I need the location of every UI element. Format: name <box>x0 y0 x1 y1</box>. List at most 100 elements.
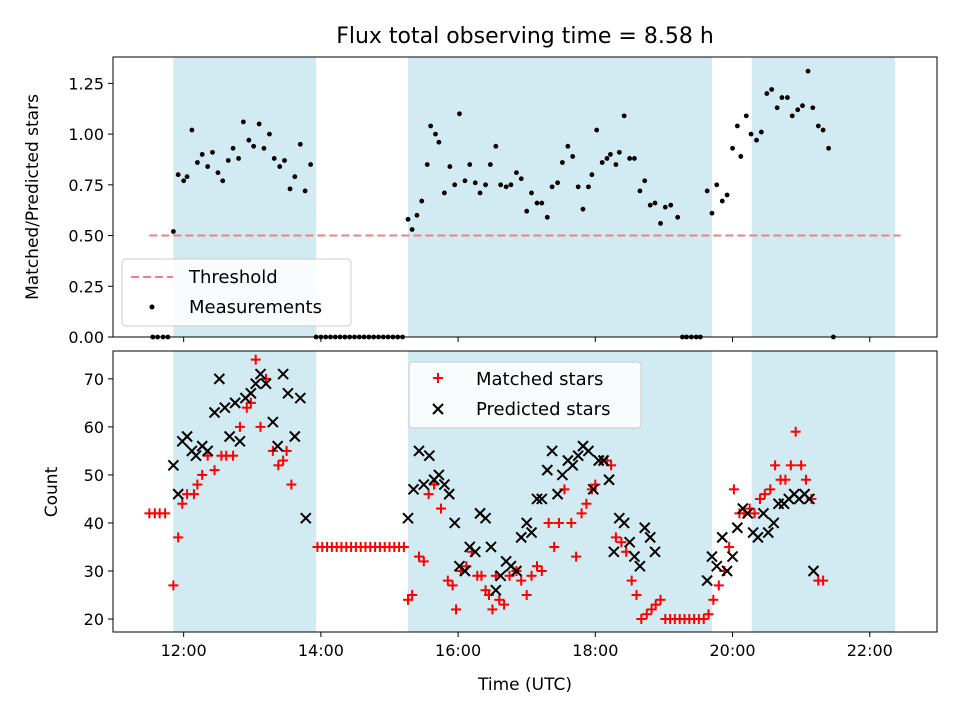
matched-star-point <box>521 590 532 601</box>
measurement-point <box>194 160 200 165</box>
matched-star-point <box>759 489 770 500</box>
measurement-point <box>785 95 790 100</box>
measurement-points <box>150 68 836 340</box>
measurement-point <box>428 123 434 129</box>
matched-star-point <box>286 479 297 490</box>
measurement-point <box>627 156 633 161</box>
top-y-tick-label: 0.75 <box>68 176 104 195</box>
measurement-point <box>534 200 540 206</box>
predicted-star-point <box>459 565 471 577</box>
matched-star-point <box>536 565 547 576</box>
matched-star-point <box>713 580 724 591</box>
predicted-star-point <box>181 430 193 443</box>
measurement-point <box>754 137 759 143</box>
measurement-point <box>236 156 241 161</box>
predicted-star-point <box>546 445 558 457</box>
measurement-point <box>472 180 478 186</box>
predicted-star-point <box>768 517 780 529</box>
matched-star-point <box>418 556 429 567</box>
matched-star-point <box>447 580 458 591</box>
matched-star-point <box>576 508 587 519</box>
matched-star-point <box>626 575 637 586</box>
predicted-star-point <box>741 507 754 520</box>
measurement-point <box>608 151 613 157</box>
measurement-point <box>647 202 653 208</box>
measurement-point <box>604 156 610 161</box>
matched-star-point <box>780 474 791 485</box>
predicted-star-point <box>208 406 221 419</box>
measurement-point <box>452 182 458 188</box>
predicted-star-point <box>250 377 262 390</box>
measurement-point <box>724 192 730 198</box>
matched-star-point <box>754 493 765 504</box>
matched-star-point <box>499 599 510 610</box>
bottom-legend[interactable]: Matched stars Predicted stars <box>408 361 642 429</box>
predicted-star-point <box>245 387 257 399</box>
predicted-star-point <box>623 536 636 548</box>
top-x-ticks <box>183 337 871 342</box>
matched-star-point <box>650 599 661 610</box>
measurement-point <box>225 158 231 163</box>
predicted-star-point <box>582 445 595 457</box>
predicted-star-point <box>807 565 820 577</box>
measurement-point <box>483 182 488 188</box>
measurement-point <box>815 123 821 129</box>
predicted-star-point <box>448 517 461 529</box>
measurement-point <box>658 220 663 226</box>
measurement-point <box>559 160 565 165</box>
predicted-star-point <box>294 392 307 404</box>
measurement-point <box>575 184 581 190</box>
measurement-point <box>518 176 524 182</box>
matched-star-point <box>724 541 735 552</box>
predicted-star-point <box>282 387 294 399</box>
measurement-point <box>549 184 555 190</box>
predicted-star-point <box>634 560 646 572</box>
legend-predicted-label: Predicted stars <box>476 399 610 420</box>
measurement-point <box>734 123 740 129</box>
matched-star-point <box>581 498 592 509</box>
predicted-star-point <box>701 574 713 587</box>
measurement-point <box>251 143 257 149</box>
measurement-point <box>175 172 181 178</box>
predicted-star-point <box>485 541 497 553</box>
matched-star-point <box>281 445 292 456</box>
matched-star-point <box>278 455 289 466</box>
matched-star-point <box>398 541 409 552</box>
predicted-star-point <box>752 531 764 544</box>
measurement-point <box>462 178 468 184</box>
top-y-tick-label: 1.00 <box>68 125 104 144</box>
measurement-point <box>594 127 600 133</box>
predicted-star-point <box>593 454 605 467</box>
matched-star-point <box>250 354 261 365</box>
matched-star-point <box>790 426 801 437</box>
matched-star-point <box>197 469 208 480</box>
bottom-y-tick-label: 20 <box>84 610 104 629</box>
predicted-star-point <box>260 377 272 390</box>
matched-star-point <box>770 460 781 471</box>
predicted-star-point <box>628 550 641 563</box>
top-y-tick-label: 1.25 <box>68 74 104 93</box>
x-tick-label: 12:00 <box>161 641 207 660</box>
predicted-star-point <box>649 546 661 558</box>
measurement-point <box>205 164 211 169</box>
predicted-star-point <box>469 546 481 558</box>
predicted-star-point <box>229 397 241 409</box>
measurement-point <box>297 141 303 147</box>
x-axis-label: Time (UTC) <box>477 675 572 695</box>
predicted-star-point <box>716 531 728 544</box>
bottom-legend-box <box>408 361 642 429</box>
matched-star-point <box>435 503 446 514</box>
matched-star-point <box>566 517 577 528</box>
measurement-point <box>508 182 514 188</box>
predicted-star-point <box>271 440 284 452</box>
shaded-interval-3 <box>751 351 896 632</box>
matched-star-point <box>636 614 647 625</box>
measurement-point <box>308 162 313 167</box>
measurement-point <box>414 212 420 218</box>
predicted-star-point <box>639 522 651 534</box>
top-legend[interactable]: Threshold Measurements <box>121 258 352 327</box>
predicted-star-point <box>603 474 615 486</box>
legend-matched-swatch <box>433 373 443 383</box>
measurement-point <box>524 208 530 214</box>
bottom-panel: 20 30 40 50 60 70 12:00 14:00 16:00 18:00 20:00 22… <box>42 350 938 695</box>
